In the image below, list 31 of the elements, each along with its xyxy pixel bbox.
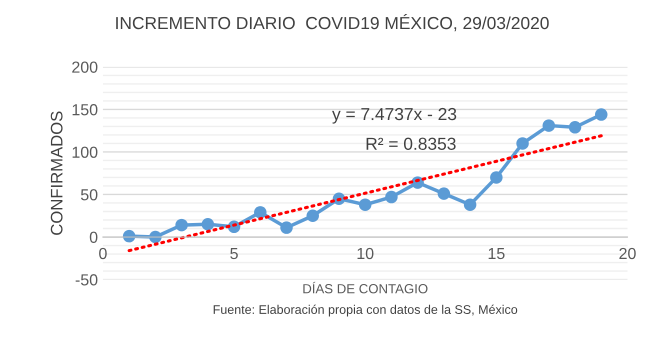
x-tick-label: 0 — [99, 248, 107, 260]
x-tick-label: 10 — [358, 248, 374, 260]
point — [516, 137, 529, 150]
point — [595, 108, 608, 121]
point — [358, 198, 372, 211]
annotation: y = 7.4737x - 23 — [332, 108, 456, 124]
source-note: Fuente: Elaboración propia con datos de la SS, México — [214, 304, 518, 316]
x-tick-label: 15 — [488, 248, 505, 260]
point — [385, 190, 398, 204]
point — [568, 121, 582, 134]
y-tick-label: 200 — [72, 62, 98, 73]
point — [490, 171, 503, 184]
y-tick-label: -50 — [76, 274, 98, 286]
x-axis-title: DÍAS DE CONTAGIO — [303, 282, 428, 294]
x-tick-label: 5 — [230, 248, 238, 260]
annotation: R² = 0.8353 — [366, 138, 456, 150]
point — [175, 218, 188, 232]
point — [280, 221, 293, 234]
point — [254, 206, 267, 219]
y-tick-label: 150 — [72, 104, 98, 116]
y-tick-label: 0 — [90, 232, 98, 243]
point — [542, 119, 556, 132]
x-tick-label: 20 — [619, 248, 636, 260]
y-tick-label: 100 — [72, 146, 98, 158]
y-tick-label: 50 — [80, 189, 98, 200]
point — [306, 209, 319, 222]
y-axis-title: CONFIRMADOS — [50, 111, 63, 235]
point — [464, 198, 476, 211]
point — [438, 187, 450, 200]
point — [202, 218, 214, 231]
chart-title: INCREMENTO DIARIO COVID19 MÉXICO, 29/03/2020 — [116, 14, 549, 32]
